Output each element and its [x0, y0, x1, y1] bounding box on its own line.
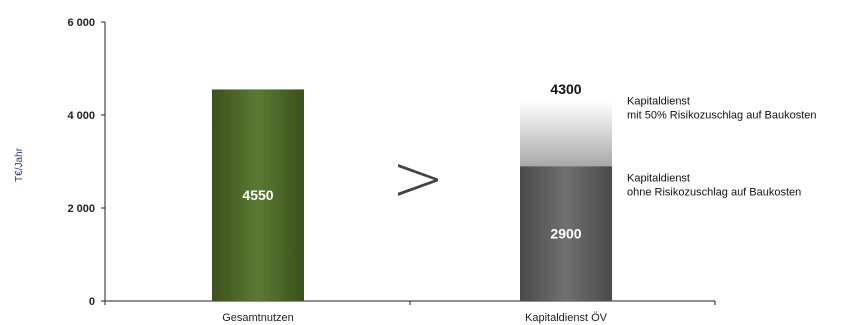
bars	[212, 89, 612, 301]
y-tick-label: 2 000	[67, 203, 95, 215]
annotation-lower-line-2: ohne Risikozuschlag auf Baukosten	[627, 187, 801, 199]
bar-value-label: 4550	[242, 187, 273, 203]
y-axis-label: T€/Jahr	[14, 147, 25, 182]
bar-total-label: 4300	[550, 81, 581, 97]
annotation-upper-line-1: Kapitaldienst	[627, 96, 690, 108]
bar-segment	[520, 166, 612, 301]
y-tick-label: 0	[89, 296, 95, 308]
y-tick-label: 4 000	[67, 110, 95, 122]
annotation-upper-line-2: mit 50% Risikozuschlag auf Baukosten	[627, 110, 817, 122]
annotation-lower-line-1: Kapitaldienst	[627, 173, 690, 185]
bar-segment	[520, 101, 612, 167]
x-category-label: Gesamtnutzen	[222, 312, 294, 324]
y-axis: 0 2 000 4 000 6 000	[67, 17, 106, 308]
bar-value-label: 2900	[550, 226, 581, 242]
x-axis: Gesamtnutzen Kapitaldienst ÖV	[104, 300, 716, 324]
greater-than-symbol: >	[391, 142, 445, 216]
x-category-label: Kapitaldienst ÖV	[525, 312, 608, 324]
bar-segment	[212, 89, 304, 301]
labels: 4550 2900 4300	[242, 81, 581, 242]
y-tick-label: 6 000	[67, 17, 95, 29]
